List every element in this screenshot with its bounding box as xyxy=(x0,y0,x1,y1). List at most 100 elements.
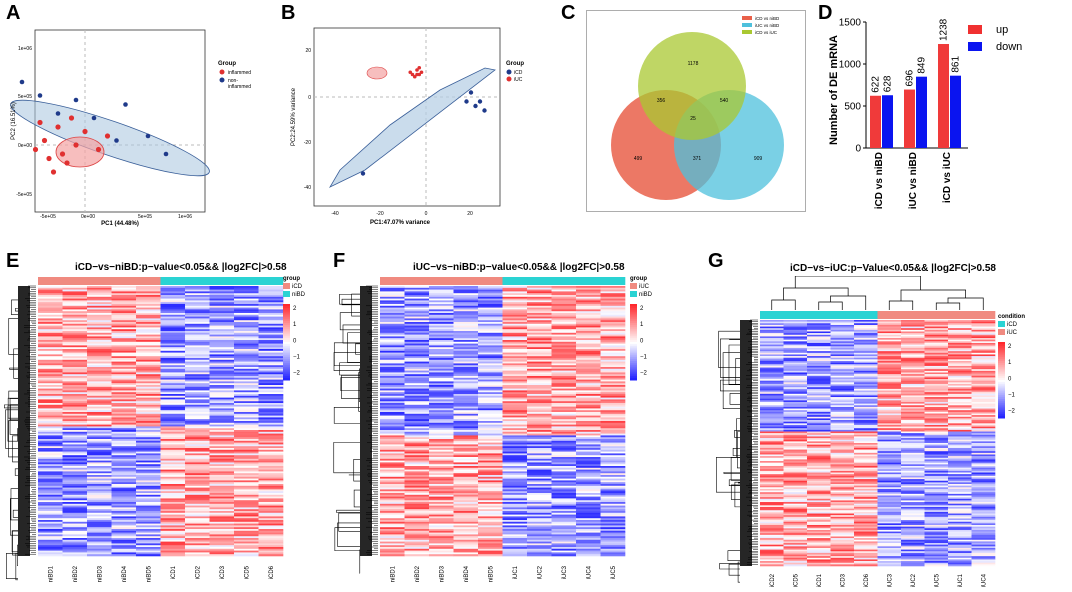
colorbar-step xyxy=(630,353,637,356)
legend-swatch-inflamed xyxy=(219,69,225,75)
colorbar-step xyxy=(998,374,1005,377)
sample-label: iCD5 xyxy=(793,573,799,587)
bar-down xyxy=(882,95,893,148)
colorbar-step xyxy=(630,374,637,377)
colorbar-step xyxy=(630,368,637,371)
group-annotation-cell xyxy=(877,311,902,319)
colorbar-step xyxy=(998,347,1005,351)
legend-swatch-icd xyxy=(506,69,512,75)
sample-label: niBD5 xyxy=(146,565,152,582)
colorbar-step xyxy=(998,353,1005,356)
colorbar-tick: −1 xyxy=(640,355,648,361)
venn-legend-item: iUC vs niBD xyxy=(755,23,780,28)
inflamed-point xyxy=(32,146,39,153)
x-tick: -20 xyxy=(376,211,383,217)
legend-title: Group xyxy=(506,61,524,67)
group-annotation-cell xyxy=(38,277,63,285)
y-tick: 5e+05 xyxy=(18,94,32,100)
group-annotation-cell xyxy=(111,277,137,285)
venn-legend-swatch xyxy=(742,23,752,27)
sample-label: iCD1 xyxy=(171,565,177,579)
y-tick-label: 1000 xyxy=(839,60,862,71)
pca-plot-b: PC2:24.59% variance PC1:47.07% variance … xyxy=(291,27,524,226)
x-category-label: iCD vs niBD xyxy=(874,152,885,209)
bar-up xyxy=(870,95,881,148)
inflamed-point xyxy=(82,128,88,135)
colorbar-step xyxy=(998,364,1005,368)
colorbar-step xyxy=(998,412,1005,415)
y-axis-label: PC2:24.59% variance xyxy=(291,87,297,146)
bar-value-label: 849 xyxy=(917,57,928,74)
sample-label: niBD4 xyxy=(464,565,470,582)
colorbar-step xyxy=(283,336,290,339)
legend-swatch-down xyxy=(968,42,982,51)
noninflamed-point xyxy=(91,115,97,121)
colorbar-step xyxy=(283,378,290,381)
colorbar-step xyxy=(630,364,637,368)
colorbar-step xyxy=(630,357,637,360)
colorbar-step xyxy=(998,416,1005,419)
icd-point xyxy=(464,99,469,104)
group-annotation-cell xyxy=(478,277,503,285)
colorbar-tick: 0 xyxy=(293,338,297,344)
y-tick: 0e+00 xyxy=(18,143,32,149)
sample-label: iUC4 xyxy=(981,573,987,587)
noninflamed-point xyxy=(114,138,119,143)
iuc-point xyxy=(412,74,417,79)
colorbar-step xyxy=(630,362,637,366)
colorbar-step xyxy=(998,343,1005,347)
sample-label: iUC3 xyxy=(887,573,893,587)
colorbar-step xyxy=(630,313,637,316)
venn-legend-item: iCD vs niBD xyxy=(755,16,780,21)
colorbar-step xyxy=(998,387,1005,390)
group-annotation-cell xyxy=(854,311,878,319)
venn-count: 25 xyxy=(690,116,696,122)
inflamed-point xyxy=(50,169,57,175)
panel-label-d: D xyxy=(818,2,833,24)
sample-label: iCD6 xyxy=(864,573,870,587)
heatmap-cells xyxy=(380,286,626,557)
noninflamed-point xyxy=(73,97,79,103)
group-annotation-cell xyxy=(160,277,186,285)
sample-label: niBD2 xyxy=(73,565,79,582)
colorbar-step xyxy=(998,381,1005,385)
venn-count: 356 xyxy=(657,98,666,104)
pca-plot-a: PC2 (16.51%) PC1 (44.48%) -5e+05 0e+00 5… xyxy=(10,29,251,227)
colorbar-step xyxy=(998,408,1005,411)
x-axis-label: PC1 (44.48%) xyxy=(101,221,139,227)
colorbar-step xyxy=(283,305,290,309)
colorbar-step xyxy=(630,351,637,354)
venn-diagram: iCD vs niBD iUC vs niBD iCD vs iUC 499 9… xyxy=(586,10,806,212)
heatmap-f-title: iUC−vs−niBD:p−value<0.05&& |log2FC|>0.58 xyxy=(413,262,625,273)
heatmap-f: niBD1 niBD2 niBD3 niBD4 niBD5 iUC1 iUC2 iUC3 iUC… xyxy=(333,276,653,582)
icd-point xyxy=(468,90,474,95)
group-annotation-cell xyxy=(380,277,405,285)
group-annotation-cell xyxy=(209,277,235,285)
legend-item: iCD xyxy=(1007,322,1018,328)
colorbar-step xyxy=(630,305,637,309)
inflamed-point xyxy=(46,155,52,162)
colorbar-step xyxy=(630,361,637,364)
group-annotation-cell xyxy=(783,311,808,319)
colorbar-step xyxy=(630,355,637,358)
colorbar-step xyxy=(283,332,290,335)
noninflamed-point xyxy=(123,102,128,107)
iuc-point xyxy=(415,68,419,72)
colorbar-step xyxy=(998,359,1005,362)
colorbar-step xyxy=(283,351,290,354)
colorbar-step xyxy=(630,334,637,337)
inflamed-point xyxy=(41,137,48,144)
colorbar-step xyxy=(630,370,637,373)
sample-label: iUC2 xyxy=(911,573,917,587)
colorbar-step xyxy=(283,364,290,368)
legend-swatch xyxy=(630,283,637,289)
panel-label-f: F xyxy=(333,250,346,272)
noninflamed-point xyxy=(55,111,61,116)
colorbar-step xyxy=(283,347,290,351)
group-annotation-cell xyxy=(234,277,259,285)
sample-label: iUC4 xyxy=(586,565,592,579)
colorbar-step xyxy=(998,395,1005,398)
sample-label: niBD1 xyxy=(390,565,396,582)
noninflamed-ellipse xyxy=(10,99,210,177)
